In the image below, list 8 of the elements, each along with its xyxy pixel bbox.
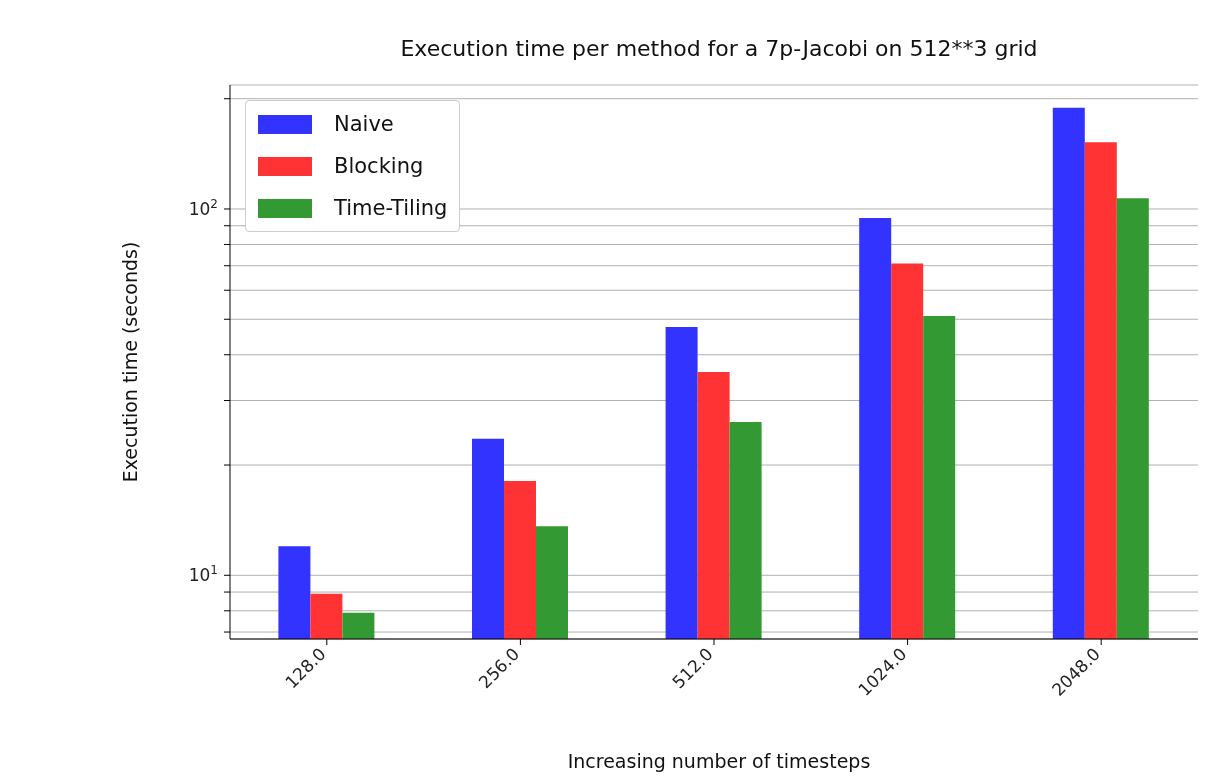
y-tick-label: 10$^{2}$: [188, 196, 218, 219]
y-tick-label: 10$^{1}$: [188, 563, 218, 586]
x-axis-title: Increasing number of timesteps: [566, 750, 872, 772]
y-axis-title: Execution time (seconds): [119, 241, 141, 483]
legend-label: Time-Tiling: [334, 196, 448, 220]
legend-label: Naive: [334, 112, 394, 136]
legend-label: Blocking: [334, 154, 424, 178]
chart-title: Execution time per method for a 7p-Jacobi on 512**3 grid: [399, 36, 1039, 61]
